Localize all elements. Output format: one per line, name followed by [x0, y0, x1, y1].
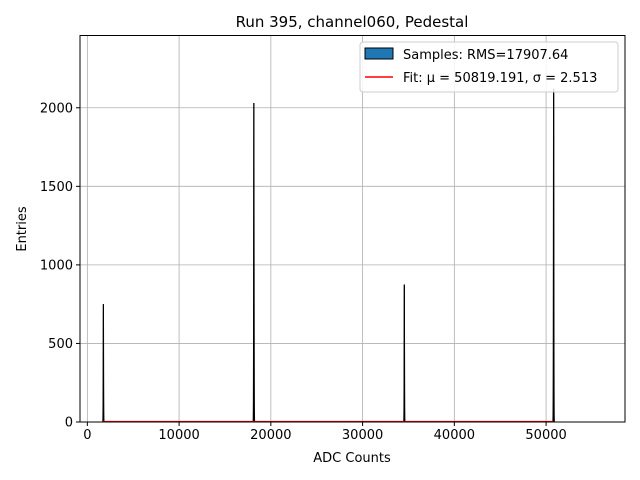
- y-tick-label: 2000: [40, 101, 73, 116]
- legend-label-fit: Fit: μ = 50819.191, σ = 2.513: [403, 71, 597, 86]
- y-axis-label: Entries: [15, 206, 30, 252]
- x-tick-label: 0: [83, 428, 91, 443]
- x-tick-label: 20000: [250, 428, 291, 443]
- chart-title: Run 395, channel060, Pedestal: [236, 13, 469, 31]
- legend-label-samples: Samples: RMS=17907.64: [403, 48, 568, 63]
- y-tick-label: 1500: [40, 180, 73, 195]
- legend-swatch-samples: [364, 47, 394, 60]
- x-tick-label: 30000: [342, 428, 383, 443]
- legend-box: [359, 41, 619, 93]
- x-tick-label: 50000: [525, 428, 566, 443]
- y-tick-label: 500: [48, 337, 73, 352]
- x-tick-label: 40000: [434, 428, 475, 443]
- y-tick-label: 0: [65, 416, 73, 431]
- x-tick-label: 10000: [158, 428, 199, 443]
- x-axis-label: ADC Counts: [313, 451, 391, 466]
- y-tick-label: 1000: [40, 258, 73, 273]
- legend: Samples: RMS=17907.64 Fit: μ = 50819.191…: [359, 41, 619, 93]
- grid-lines: [80, 35, 625, 423]
- axis-ticks: 0 10000 20000 30000 40000 50000 0 500 1000 1500 20…: [40, 101, 567, 443]
- plot-frame: [79, 35, 626, 423]
